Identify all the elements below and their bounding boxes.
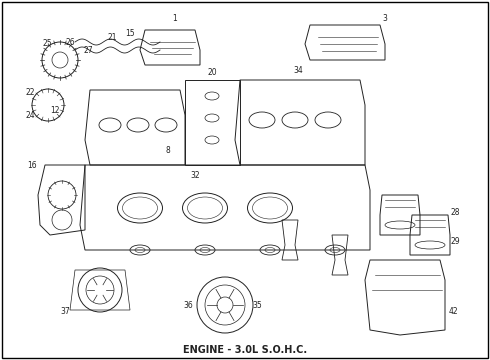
Text: 20: 20 — [207, 68, 217, 77]
Text: 15: 15 — [125, 28, 135, 37]
Text: 26: 26 — [65, 37, 75, 46]
Text: 8: 8 — [166, 145, 171, 154]
Text: 3: 3 — [383, 14, 388, 23]
Text: 25: 25 — [42, 39, 52, 48]
Text: 1: 1 — [172, 14, 177, 23]
Text: 29: 29 — [450, 238, 460, 247]
Text: ENGINE - 3.0L S.O.H.C.: ENGINE - 3.0L S.O.H.C. — [183, 345, 307, 355]
Text: 27: 27 — [83, 45, 93, 54]
Text: 37: 37 — [60, 307, 70, 316]
Text: 21: 21 — [107, 32, 117, 41]
Text: 12: 12 — [50, 105, 60, 114]
Text: 36: 36 — [183, 301, 193, 310]
Text: 34: 34 — [293, 66, 303, 75]
Text: 24: 24 — [25, 111, 35, 120]
Text: 35: 35 — [252, 301, 262, 310]
Text: 22: 22 — [25, 87, 35, 96]
Text: 16: 16 — [27, 161, 37, 170]
Text: 32: 32 — [190, 171, 200, 180]
Text: 28: 28 — [450, 207, 460, 216]
Text: 42: 42 — [448, 307, 458, 316]
